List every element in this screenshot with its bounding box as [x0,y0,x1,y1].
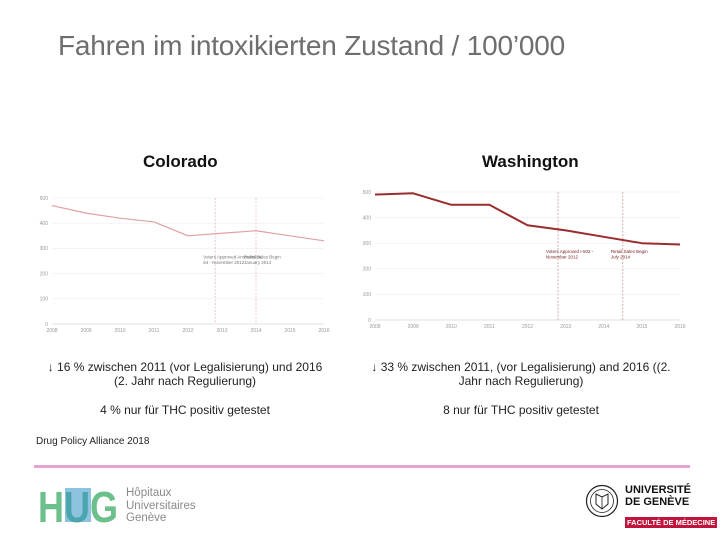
y-tick-label: 500 [363,190,372,196]
x-tick-label: 2009 [408,324,419,330]
y-tick-label: 200 [363,267,372,273]
x-tick-label: 2013 [216,328,227,334]
x-tick-label: 2016 [674,324,685,330]
y-tick-label: 400 [363,215,372,221]
unige-name: UNIVERSITÉ DE GENÈVE [625,484,691,508]
washington-heading: Washington [482,152,579,171]
x-tick-label: 2015 [636,324,647,330]
hug-line-1: Hôpitaux [126,487,172,499]
hug-line-2: Universitaires [126,499,196,512]
annotation-label: 64 - November 2012 [203,260,245,265]
unige-logo: UNIVERSITÉ DE GENÈVE FACULTÉ DE MÉDECINE [585,480,718,530]
y-tick-label: 400 [40,221,49,227]
annotation-label: Voters Approved Amendment [203,254,262,259]
hug-logo: HUG Hôpitaux Universitaires Genève [38,484,228,526]
series-line [51,204,325,242]
footer-divider [34,465,690,468]
slide-title: Fahren im intoxikierten Zustand / 100’00… [58,30,565,61]
colorado-heading: Colorado [143,152,218,171]
x-tick-label: 2013 [560,324,571,330]
y-tick-label: 100 [40,297,49,303]
y-tick-label: 300 [363,241,372,247]
source-citation: Drug Policy Alliance 2018 [36,436,150,447]
x-tick-label: 2010 [446,324,457,330]
hug-name: Hôpitaux Universitaires Genève [126,487,196,525]
annotation-label: Retail Sales Begin [611,249,648,254]
y-tick-label: 0 [368,318,371,324]
x-tick-label: 2009 [80,328,91,334]
annotation-label: November 2012 [546,255,579,260]
unige-seal-icon [585,484,619,518]
x-tick-label: 2012 [522,324,533,330]
annotation-label: January 2014 [244,260,272,265]
x-tick-label: 2016 [318,328,329,334]
annotation-label: July 2014 [611,255,631,260]
x-tick-label: 2011 [149,328,160,334]
y-tick-label: 300 [40,246,49,252]
colorado-line-chart: 0 100 200 300 400 500 2008 2009 2010 2011 2012 2013… [40,196,330,334]
y-tick-label: 500 [40,196,49,202]
y-tick-label: 0 [45,322,48,328]
hug-line-3: Genève [126,512,167,524]
x-tick-label: 2014 [598,324,609,330]
x-tick-label: 2008 [46,328,57,334]
colorado-note-decline: ↓ 16 % zwischen 2011 (vor Legalisierung)… [47,360,323,388]
hug-letters-graphic: HUG [38,484,118,526]
series-line [374,192,681,246]
unige-faculty-label: FACULTÉ DE MÉDECINE [625,517,718,528]
x-tick-label: 2011 [484,324,495,330]
x-tick-label: 2014 [250,328,261,334]
washington-note-thc: 8 nur für THC positiv getestet [443,403,599,417]
y-tick-label: 200 [40,271,49,277]
colorado-note-thc: 4 % nur für THC positiv getestet [100,403,270,417]
x-tick-label: 2015 [284,328,295,334]
washington-note-decline: ↓ 33 % zwischen 2011, (vor Legalisierung… [371,360,671,388]
annotation-label: Voters Approved I-502 - [546,249,594,254]
unige-line-2: DE GENÈVE [625,496,690,508]
x-tick-label: 2008 [369,324,380,330]
annotation-label: Retail Sales Begin [244,254,281,259]
x-tick-label: 2010 [114,328,125,334]
washington-line-chart: 0 100 200 300 400 500 2008 2009 2010 2011 2012 2013… [363,190,686,330]
y-tick-label: 100 [363,292,372,298]
x-tick-label: 2012 [182,328,193,334]
unige-line-1: UNIVERSITÉ [625,484,692,496]
